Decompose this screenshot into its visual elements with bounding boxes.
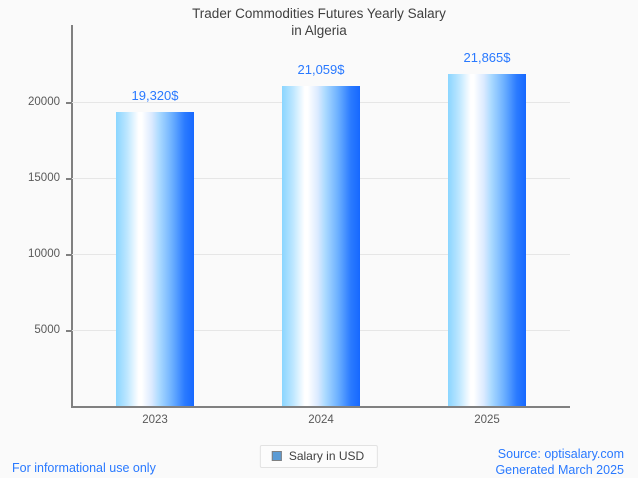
y-axis-tick-label: 20000 (28, 96, 60, 108)
chart-title: Trader Commodities Futures Yearly Salary… (192, 6, 446, 38)
x-axis-tick-label: 2024 (308, 414, 334, 426)
y-tick-mark (66, 102, 72, 104)
source-text: Source: optisalary.com (497, 447, 624, 461)
y-axis-tick-label: 5000 (34, 324, 60, 336)
x-axis-tick-label: 2023 (142, 414, 168, 426)
bar-value-label: 21,059$ (297, 62, 345, 77)
y-tick-mark (66, 254, 72, 256)
bar[interactable] (282, 86, 360, 406)
generated-date-text: Generated March 2025 (495, 463, 624, 477)
y-axis-tick-label: 15000 (28, 172, 60, 184)
y-tick-mark (66, 178, 72, 180)
y-axis-tick-label: 10000 (28, 248, 60, 260)
disclaimer-text: For informational use only (12, 461, 156, 475)
legend-item-label: Salary in USD (288, 449, 365, 463)
chart-legend[interactable]: Salary in USD (259, 445, 379, 468)
y-axis-line (71, 25, 73, 408)
bar-value-label: 21,865$ (463, 50, 511, 65)
bar-value-label: 19,320$ (131, 88, 179, 103)
footer-attribution: Source: optisalary.com Generated March 2… (495, 446, 624, 478)
bar[interactable] (448, 74, 526, 406)
y-tick-mark (66, 330, 72, 332)
bar[interactable] (116, 112, 194, 406)
legend-swatch-icon (271, 451, 282, 461)
x-axis-line (72, 406, 570, 408)
x-axis-tick-label: 2025 (474, 414, 500, 426)
